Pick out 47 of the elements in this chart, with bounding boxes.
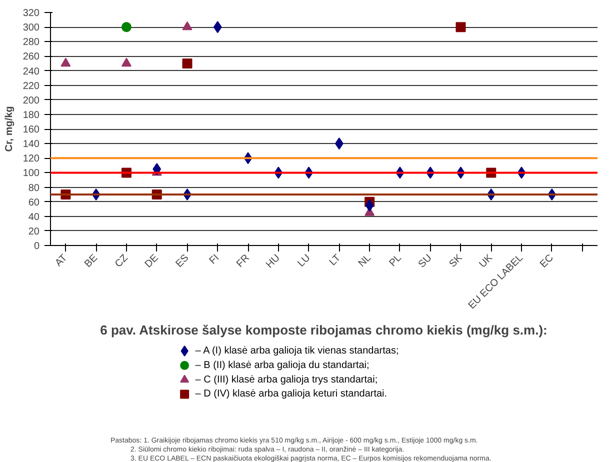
y-tick-label: 20 (28, 226, 40, 238)
legend-label: – A (I) klasė arba galioja tik vienas standartas; (195, 346, 399, 357)
y-tick-label: 0 (34, 241, 40, 252)
y-axis-title: Cr, mg/kg (4, 106, 15, 152)
point (182, 21, 192, 30)
point (213, 21, 222, 34)
x-tick-label: CZ (113, 252, 130, 270)
y-tick-label: 260 (22, 52, 40, 63)
x-tick-label: FR (234, 252, 252, 270)
point (365, 199, 374, 212)
x-tick-label: LT (328, 252, 344, 268)
y-tick-label: 160 (22, 124, 40, 136)
y-tick-label: 240 (22, 66, 40, 78)
point (182, 58, 192, 68)
x-tick-label: LU (296, 252, 313, 270)
point (60, 58, 71, 67)
point (121, 58, 132, 67)
y-tick-label: 60 (28, 197, 40, 208)
text: 6 pav. Atskirose šalyse komposte ribojamas chromo kiekis (mg/kg s.m.): (100, 322, 548, 338)
y-tick-label: 180 (22, 110, 40, 121)
y-tick-label: 300 (22, 22, 40, 34)
point (456, 22, 466, 32)
x-tick-label: AT (53, 252, 70, 269)
point (121, 22, 132, 32)
legend-label: – B (II) klasė arba galioja du standartai; (195, 360, 370, 371)
y-tick-label: 140 (22, 139, 40, 150)
x-tick-label: NL (356, 252, 374, 270)
y-tick-label: 280 (22, 37, 40, 48)
x-tick-label: PL (387, 252, 404, 270)
x-tick-label: DE (143, 252, 161, 270)
y-tick-label: 320 (22, 8, 40, 19)
y-tick-label: 80 (28, 182, 40, 194)
x-tick-label: EC (538, 252, 556, 270)
x-tick-label: ES (174, 252, 192, 270)
x-tick-label: FI (207, 252, 222, 267)
legend-label: – D (IV) klasė arba galioja keturi standartai. (195, 388, 388, 400)
x-tick-label: BE (82, 252, 100, 270)
legend-label: – C (III) klasė arba galioja trys standartai; (195, 374, 378, 386)
y-tick-label: 200 (22, 95, 40, 106)
x-tick-label: SK (447, 252, 465, 270)
y-tick-label: 120 (22, 154, 40, 165)
x-tick-label: HU (264, 252, 282, 271)
x-tick-label: SU (416, 252, 434, 270)
y-tick-label: 100 (22, 168, 40, 180)
y-tick-label: 40 (28, 212, 40, 223)
x-tick-label: UK (477, 252, 496, 270)
y-tick-label: 220 (22, 80, 40, 92)
